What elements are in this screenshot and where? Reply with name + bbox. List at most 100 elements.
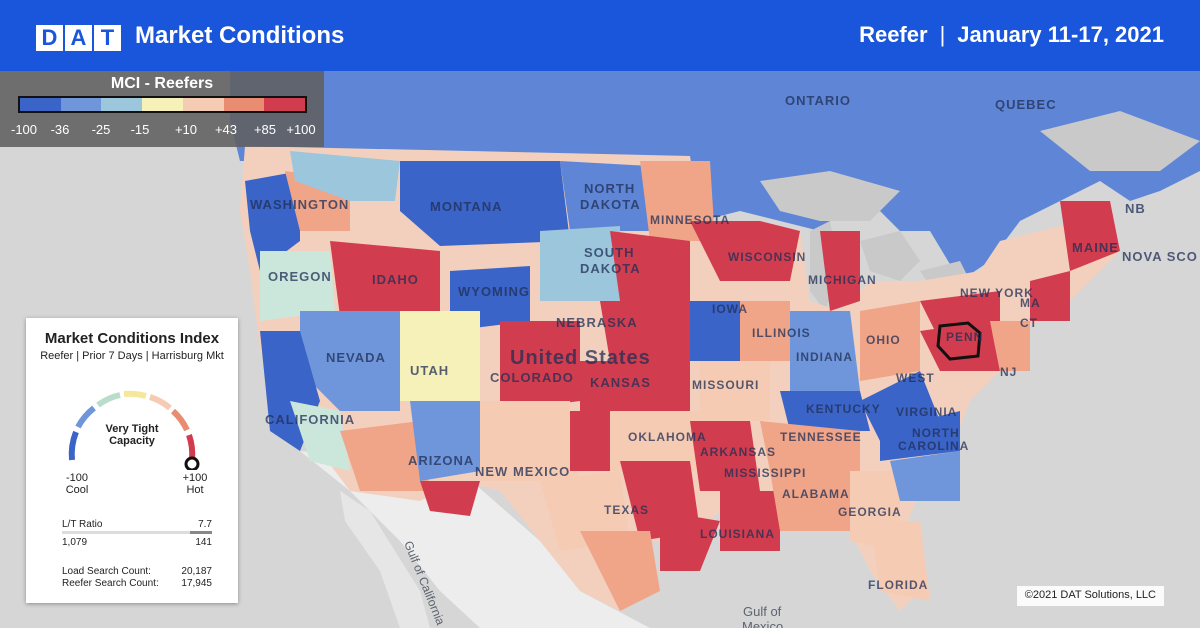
region-south-dakota[interactable] <box>540 226 620 301</box>
region-arkansas[interactable] <box>690 421 760 491</box>
region-tucson[interactable] <box>420 481 480 516</box>
region-utah[interactable] <box>400 311 480 401</box>
region-north-carolina[interactable] <box>890 451 960 501</box>
label-gulf-of-mexico-2: Mexico <box>742 619 783 628</box>
equipment-type: Reefer <box>859 22 928 47</box>
region-los-angeles[interactable] <box>340 421 430 491</box>
card-title: Market Conditions Index <box>44 330 220 347</box>
scale-tick: -25 <box>91 122 111 137</box>
gauge-min-value: -100 <box>65 472 89 484</box>
gauge-status-line1: Very Tight <box>105 423 159 435</box>
region-michigan[interactable] <box>820 231 860 311</box>
scale-swatch <box>20 98 61 111</box>
mci-scale-ticks: -100 -36 -25 -15 +10 +43 +85 +100 <box>0 122 324 142</box>
label-montana: MONTANA <box>430 199 502 214</box>
region-virginia[interactable] <box>880 411 960 461</box>
label-penn: PENN <box>946 330 983 344</box>
map-canvas[interactable]: ONTARIO QUEBEC NB NOVA SCO WASHINGTON OR… <box>0 71 1200 628</box>
region-new-mexico[interactable] <box>480 401 580 481</box>
region-colorado[interactable] <box>500 321 580 411</box>
label-kentucky: KENTUCKY <box>806 402 881 416</box>
gauge-segment <box>123 390 147 399</box>
label-gulf-of-mexico-1: Gulf of <box>743 604 782 619</box>
label-virginia: VIRGINIA <box>896 405 957 419</box>
trucks-count: 141 <box>195 537 212 548</box>
region-tennessee[interactable] <box>760 421 860 471</box>
label-nebraska: NEBRASKA <box>556 315 638 330</box>
scale-tick: -36 <box>50 122 70 137</box>
region-nevada[interactable] <box>300 311 400 411</box>
region-sioux-falls[interactable] <box>610 231 690 301</box>
region-oregon[interactable] <box>260 251 335 321</box>
label-idaho: IDAHO <box>372 272 419 287</box>
label-ct: CT <box>1020 316 1038 330</box>
loads-count: 1,079 <box>62 537 88 548</box>
header-separator: | <box>939 22 946 47</box>
label-ontario: ONTARIO <box>785 93 851 108</box>
label-minnesota: MINNESOTA <box>650 213 730 227</box>
gauge-segment <box>148 394 172 411</box>
canada-region <box>230 71 1200 281</box>
logo-letter: D <box>36 25 63 51</box>
scale-swatch <box>182 98 224 111</box>
region-idaho[interactable] <box>330 241 440 321</box>
map-labels: ONTARIO QUEBEC NB NOVA SCO WASHINGTON OR… <box>250 93 1197 628</box>
region-kentucky[interactable] <box>780 391 870 431</box>
label-missouri: MISSOURI <box>692 378 759 392</box>
region-montana[interactable] <box>400 161 570 246</box>
region-oklahoma[interactable] <box>610 411 700 471</box>
label-california: CALIFORNIA <box>265 412 355 427</box>
label-new-york: NEW YORK <box>960 286 1034 300</box>
region-wisconsin[interactable] <box>690 221 800 281</box>
logo-letter: A <box>65 25 92 51</box>
region-north-dakota[interactable] <box>560 161 650 231</box>
scale-swatch <box>264 98 306 111</box>
label-tennessee: TENNESSEE <box>780 430 862 444</box>
scale-tick: +43 <box>214 122 238 137</box>
region-phoenix[interactable] <box>410 401 480 481</box>
gauge-indicator <box>184 456 200 470</box>
label-michigan: MICHIGAN <box>808 273 877 287</box>
region-ohio[interactable] <box>860 301 920 381</box>
region-boston[interactable] <box>1030 271 1070 321</box>
gauge-segment <box>170 408 190 432</box>
label-louisiana: LOUISIANA <box>700 527 775 541</box>
scale-swatch <box>223 98 265 111</box>
label-utah: UTAH <box>410 363 449 378</box>
region-houston[interactable] <box>660 511 720 571</box>
reefer-search-label: Reefer Search Count: <box>62 578 159 589</box>
scale-tick: +10 <box>174 122 198 137</box>
region-nebraska[interactable] <box>600 301 690 361</box>
label-arizona: ARIZONA <box>408 453 474 468</box>
label-north-carolina-1: NORTH <box>912 426 960 440</box>
region-louisiana[interactable] <box>720 491 780 551</box>
label-west-virginia: WEST <box>896 371 935 385</box>
label-illinois: ILLINOIS <box>752 326 811 340</box>
market-conditions-map[interactable]: ONTARIO QUEBEC NB NOVA SCO WASHINGTON OR… <box>0 71 1200 628</box>
harrisburg-market-outline[interactable] <box>936 321 982 361</box>
region-fresno[interactable] <box>290 401 350 471</box>
lt-ratio-bar <box>62 531 212 534</box>
mci-legend: MCI - Reefers -100 -36 -25 -15 +10 +43 +… <box>0 71 324 147</box>
region-alabama[interactable] <box>770 471 850 531</box>
region-missouri[interactable] <box>700 361 770 421</box>
market-conditions-card: Market Conditions Index Reefer | Prior 7… <box>26 318 238 603</box>
lt-ratio-value: 7.7 <box>198 519 212 530</box>
lake-huron <box>860 231 920 281</box>
label-ma: MA <box>1020 296 1041 310</box>
region-florida[interactable] <box>870 521 930 601</box>
label-maine: MAINE <box>1072 240 1119 255</box>
region-seattle[interactable] <box>245 171 300 271</box>
lt-ratio-label: L/T Ratio <box>62 519 103 530</box>
region-san-antonio[interactable] <box>580 531 660 611</box>
label-florida: FLORIDA <box>868 578 928 592</box>
label-quebec: QUEBEC <box>995 97 1057 112</box>
region-new-jersey[interactable] <box>990 321 1030 371</box>
gauge-max-label: Hot <box>186 484 204 496</box>
region-amarillo[interactable] <box>570 411 610 471</box>
region-illinois[interactable] <box>740 301 790 361</box>
region-indiana[interactable] <box>790 311 860 391</box>
region-north-idaho[interactable] <box>290 151 400 201</box>
region-iowa[interactable] <box>690 301 740 361</box>
region-maine[interactable] <box>1060 201 1120 271</box>
